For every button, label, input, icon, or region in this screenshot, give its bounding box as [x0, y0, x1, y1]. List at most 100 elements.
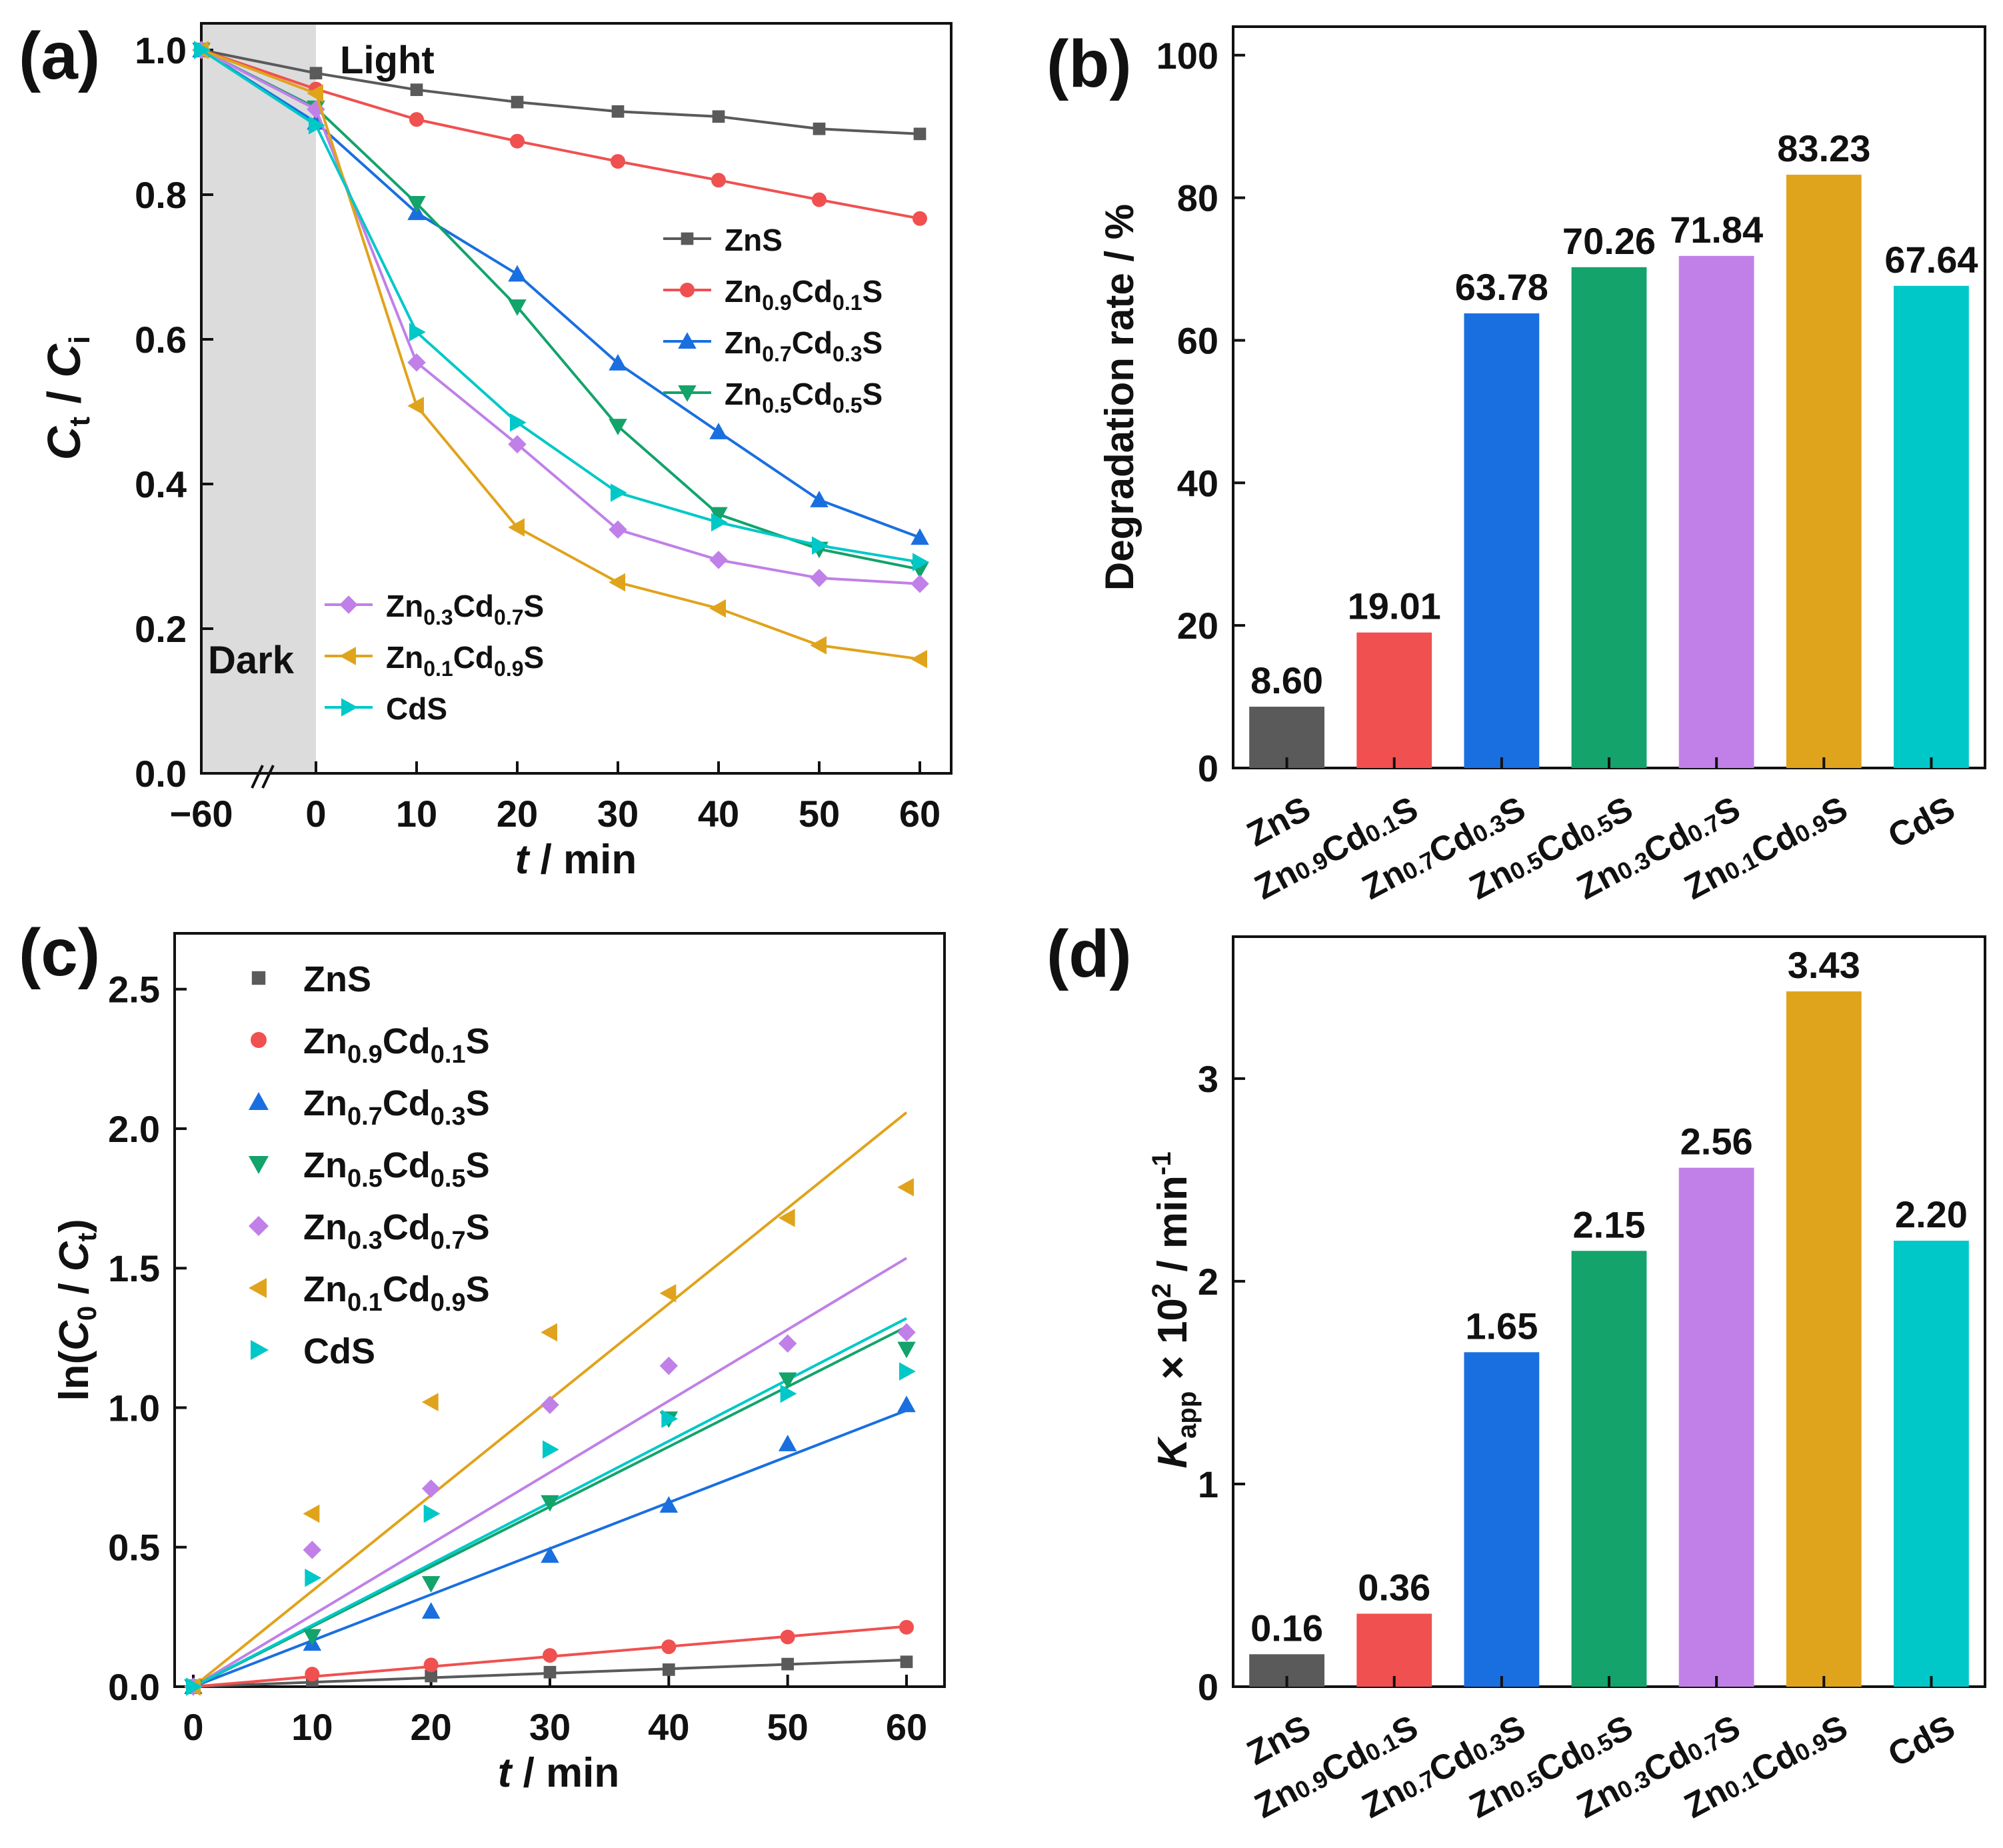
ytick-label: 80 — [1177, 177, 1218, 219]
point-Zn0.5Cd0.5S — [303, 1629, 322, 1646]
bar-Zn0.5Cd0.5S — [1571, 267, 1647, 769]
point-Zn0.9Cd0.1S — [812, 192, 827, 207]
point-ZnS — [900, 1655, 913, 1669]
panel-a: (a) 0.00.20.40.60.81.0 −60 0 10 20 30 40 50 60 … — [19, 19, 953, 883]
legend-marker-c — [251, 1340, 269, 1360]
bar-Zn0.1Cd0.9S — [1786, 991, 1862, 1687]
legend-marker-a — [678, 332, 697, 349]
legend-label-c: Zn0.3Cd0.7S — [303, 1207, 490, 1255]
point-ZnS — [913, 127, 927, 141]
ytick-label-c: 0.0 — [108, 1666, 160, 1708]
point-Zn0.5Cd0.5S — [421, 1576, 441, 1593]
point-ZnS — [309, 67, 323, 80]
point-Zn0.3Cd0.7S — [407, 353, 426, 372]
ytick-label: 1 — [1198, 1463, 1218, 1505]
axis-frame-a — [200, 22, 953, 775]
ytick-label: 100 — [1156, 35, 1218, 77]
bar-value-label: 70.26 — [1562, 220, 1656, 262]
point-Zn0.9Cd0.1S — [611, 154, 625, 169]
bar-value-label: 0.16 — [1250, 1607, 1323, 1649]
ylabel-a: Ct / Ci — [38, 336, 96, 460]
bar-Zn0.5Cd0.5S — [1571, 1251, 1647, 1687]
series-line-Zn0.7Cd0.3S — [200, 49, 921, 539]
axis-break-a1 — [251, 765, 264, 789]
point-Zn0.3Cd0.7S — [541, 1395, 559, 1415]
point-Zn0.3Cd0.7S — [609, 520, 627, 539]
point-ZnS — [813, 122, 826, 135]
point-Zn0.7Cd0.3S — [897, 1395, 916, 1413]
point-CdS — [423, 1504, 441, 1523]
point-CdS — [661, 1409, 679, 1428]
xlabel-c: t / min — [498, 1750, 620, 1796]
xtick-label-c: 40 — [648, 1706, 689, 1748]
point-CdS — [409, 323, 426, 341]
point-CdS — [194, 41, 211, 59]
point-CdS — [309, 116, 325, 135]
category-label: ZnS — [1241, 789, 1317, 854]
point-Zn0.1Cd0.9S — [709, 599, 726, 618]
point-Zn0.1Cd0.9S — [810, 636, 827, 655]
ytick-label-a: 0.0 — [135, 753, 187, 795]
series-line-ZnS — [201, 49, 921, 135]
xtick-label-c: 20 — [411, 1706, 452, 1748]
xtick-label-c: 60 — [886, 1706, 927, 1748]
panel-d: (d) 0 1 2 3 0.16 0.36 1.65 2.15 2.56 3.43 2.20 Zn… — [1046, 917, 1986, 1826]
point-Zn0.1Cd0.9S — [541, 1323, 557, 1342]
ytick-label-c: 1.0 — [108, 1387, 160, 1429]
point-Zn0.7Cd0.3S — [911, 528, 929, 545]
bar-value-label: 0.36 — [1358, 1567, 1430, 1609]
point-Zn0.7Cd0.3S — [508, 265, 527, 282]
point-Zn0.1Cd0.9S — [508, 518, 525, 537]
ytick-label: 3 — [1198, 1058, 1218, 1100]
point-Zn0.1Cd0.9S — [303, 1504, 320, 1523]
point-Zn0.7Cd0.3S — [659, 1496, 679, 1513]
bar-value-label: 63.78 — [1455, 266, 1548, 308]
point-CdS — [510, 413, 527, 432]
xtick-label-a: 60 — [899, 793, 941, 835]
legend-label-a: Zn0.5Cd0.5S — [725, 377, 883, 417]
bar-Zn0.7Cd0.3S — [1464, 313, 1540, 768]
legend-label-c: Zn0.9Cd0.1S — [303, 1021, 490, 1069]
panel-c-label: (c) — [19, 915, 100, 990]
bar-value-label: 67.64 — [1884, 239, 1978, 281]
legend-label-c: CdS — [303, 1331, 375, 1371]
legend-label-c: Zn0.1Cd0.9S — [303, 1269, 490, 1317]
panel-a-label: (a) — [19, 19, 100, 93]
legend-marker-c — [249, 1092, 269, 1110]
legend-label-c: Zn0.5Cd0.5S — [303, 1145, 490, 1193]
xtick-label-a: 30 — [597, 793, 639, 835]
ytick-label-c: 2.5 — [108, 969, 160, 1011]
point-CdS — [711, 513, 728, 532]
point-Zn0.9Cd0.1S — [409, 112, 424, 127]
panel-b-label: (b) — [1046, 27, 1132, 101]
legend-marker-c — [249, 1216, 269, 1236]
point-CdS — [305, 1569, 322, 1587]
legend-marker-c — [249, 1156, 269, 1174]
point-ZnS — [611, 105, 625, 118]
point-Zn0.5Cd0.5S — [407, 196, 426, 213]
point-Zn0.3Cd0.7S — [421, 1479, 441, 1498]
point-Zn0.3Cd0.7S — [897, 1323, 916, 1342]
legend-label-c: ZnS — [303, 959, 371, 999]
bar-Zn0.9Cd0.1S — [1356, 1613, 1432, 1687]
point-Zn0.1Cd0.9S — [407, 397, 424, 415]
point-Zn0.3Cd0.7S — [709, 551, 728, 569]
point-Zn0.9Cd0.1S — [543, 1648, 557, 1663]
fit-line-Zn0.3Cd0.7S — [192, 1257, 908, 1688]
bar-Zn0.3Cd0.7S — [1678, 1167, 1754, 1687]
legend-marker-c — [249, 1278, 267, 1298]
ylabel-c: ln(C0 / Ct) — [51, 1219, 102, 1401]
annotation-dark: Dark — [208, 639, 295, 682]
point-Zn0.9Cd0.1S — [899, 1619, 914, 1635]
point-CdS — [186, 1677, 203, 1696]
legend-label-a: Zn0.1Cd0.9S — [386, 640, 544, 681]
xtick-label-a: 20 — [497, 793, 538, 835]
ytick-label-a: 0.8 — [135, 174, 187, 216]
ytick-label: 40 — [1177, 462, 1218, 504]
bar-Zn0.3Cd0.7S — [1678, 255, 1754, 768]
point-ZnS — [543, 1665, 557, 1679]
bar-value-label: 8.60 — [1250, 659, 1323, 701]
point-Zn0.9Cd0.1S — [305, 1667, 320, 1682]
point-CdS — [913, 553, 929, 571]
panel-c: (c) 0.0 0.5 1.0 1.5 2.0 2.5 0 10 20 30 40 50 60 ZnS… — [19, 915, 946, 1796]
